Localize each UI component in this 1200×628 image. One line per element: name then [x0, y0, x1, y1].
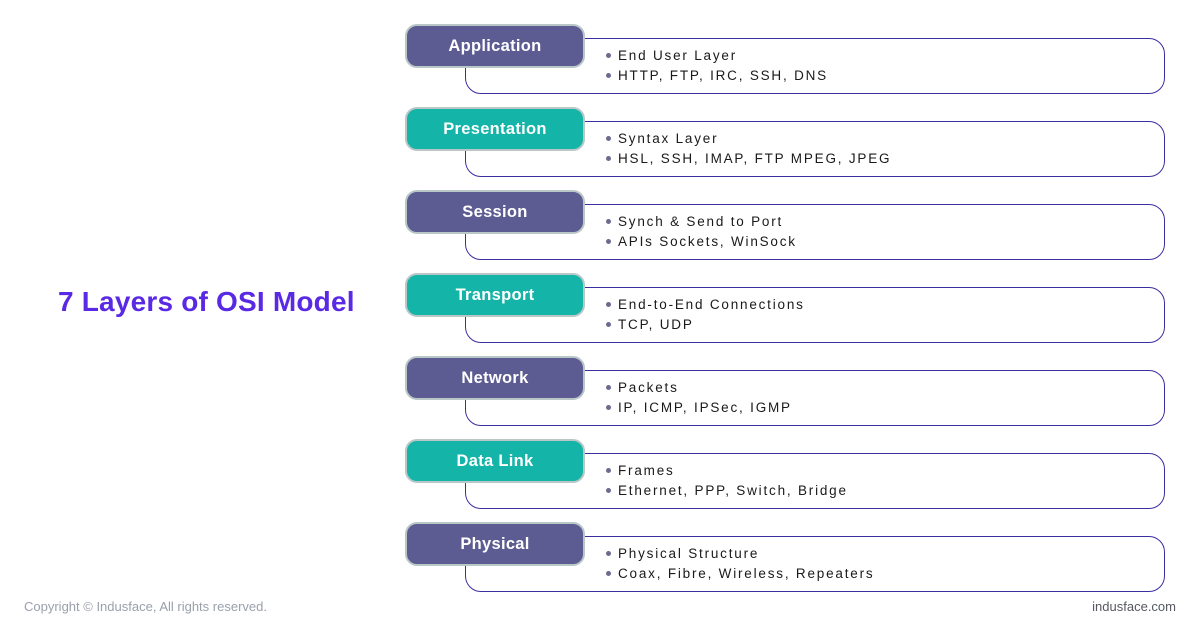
- layer-row-datalink: Frames Ethernet, PPP, Switch, Bridge Dat…: [405, 439, 1175, 509]
- layer-line1: Synch & Send to Port: [606, 212, 1150, 232]
- layer-row-physical: Physical Structure Coax, Fibre, Wireless…: [405, 522, 1175, 592]
- footer-copyright: Copyright © Indusface, All rights reserv…: [24, 599, 267, 614]
- layer-line1: End-to-End Connections: [606, 295, 1150, 315]
- layer-line1: Physical Structure: [606, 544, 1150, 564]
- layer-pill-session: Session: [405, 190, 585, 234]
- layer-line2: APIs Sockets, WinSock: [606, 232, 1150, 252]
- layer-pill-transport: Transport: [405, 273, 585, 317]
- layer-pill-network: Network: [405, 356, 585, 400]
- layer-pill-presentation: Presentation: [405, 107, 585, 151]
- layer-line1: Packets: [606, 378, 1150, 398]
- layer-line1: Frames: [606, 461, 1150, 481]
- layer-row-transport: End-to-End Connections TCP, UDP Transpor…: [405, 273, 1175, 343]
- layer-line2: Ethernet, PPP, Switch, Bridge: [606, 481, 1150, 501]
- layer-pill-application: Application: [405, 24, 585, 68]
- layer-line2: IP, ICMP, IPSec, IGMP: [606, 398, 1150, 418]
- layer-row-application: End User Layer HTTP, FTP, IRC, SSH, DNS …: [405, 24, 1175, 94]
- layer-line2: Coax, Fibre, Wireless, Repeaters: [606, 564, 1150, 584]
- layer-line2: HSL, SSH, IMAP, FTP MPEG, JPEG: [606, 149, 1150, 169]
- layer-pill-datalink: Data Link: [405, 439, 585, 483]
- layer-pill-physical: Physical: [405, 522, 585, 566]
- layer-row-network: Packets IP, ICMP, IPSec, IGMP Network: [405, 356, 1175, 426]
- layer-line1: End User Layer: [606, 46, 1150, 66]
- layer-row-session: Synch & Send to Port APIs Sockets, WinSo…: [405, 190, 1175, 260]
- footer-domain: indusface.com: [1092, 599, 1176, 614]
- page: 7 Layers of OSI Model End User Layer HTT…: [0, 0, 1200, 628]
- layer-row-presentation: Syntax Layer HSL, SSH, IMAP, FTP MPEG, J…: [405, 107, 1175, 177]
- layers-container: End User Layer HTTP, FTP, IRC, SSH, DNS …: [405, 24, 1175, 605]
- page-title: 7 Layers of OSI Model: [58, 286, 355, 318]
- layer-line1: Syntax Layer: [606, 129, 1150, 149]
- layer-line2: TCP, UDP: [606, 315, 1150, 335]
- layer-line2: HTTP, FTP, IRC, SSH, DNS: [606, 66, 1150, 86]
